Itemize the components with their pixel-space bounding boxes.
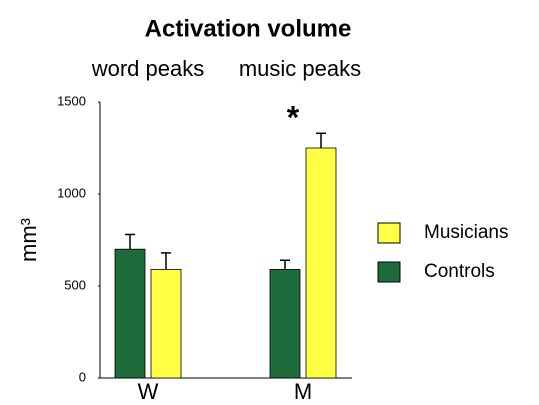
bar	[305, 147, 337, 379]
group-label: word peaks	[91, 56, 205, 81]
legend-label: Controls	[424, 261, 495, 282]
y-tick-label: 500	[64, 277, 86, 292]
bar	[269, 269, 301, 379]
chart-title: Activation volume	[145, 15, 352, 42]
y-tick-label: 1500	[57, 93, 86, 108]
legend-swatch	[377, 261, 401, 283]
bar	[114, 248, 146, 379]
group-label: music peaks	[239, 56, 361, 81]
legend-swatch	[377, 222, 401, 244]
y-tick-label: 1000	[57, 185, 86, 200]
significance-mark: *	[287, 99, 300, 135]
bar	[150, 269, 182, 379]
y-tick-label: 0	[79, 369, 86, 384]
x-tick-label: W	[138, 379, 159, 404]
x-tick-label: M	[294, 379, 312, 404]
y-axis-label: mm³	[16, 218, 41, 262]
legend-label: Musicians	[424, 222, 508, 243]
